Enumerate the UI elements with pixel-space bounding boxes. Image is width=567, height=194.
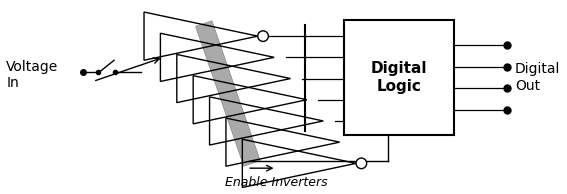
Bar xyxy=(344,20,454,135)
Text: Enable Inverters: Enable Inverters xyxy=(225,176,327,189)
Polygon shape xyxy=(196,21,260,166)
Circle shape xyxy=(258,31,268,42)
Text: Digital
Logic: Digital Logic xyxy=(371,61,427,94)
Circle shape xyxy=(356,158,367,169)
Text: Digital
Out: Digital Out xyxy=(515,62,560,93)
Text: Voltage
In: Voltage In xyxy=(6,60,58,90)
